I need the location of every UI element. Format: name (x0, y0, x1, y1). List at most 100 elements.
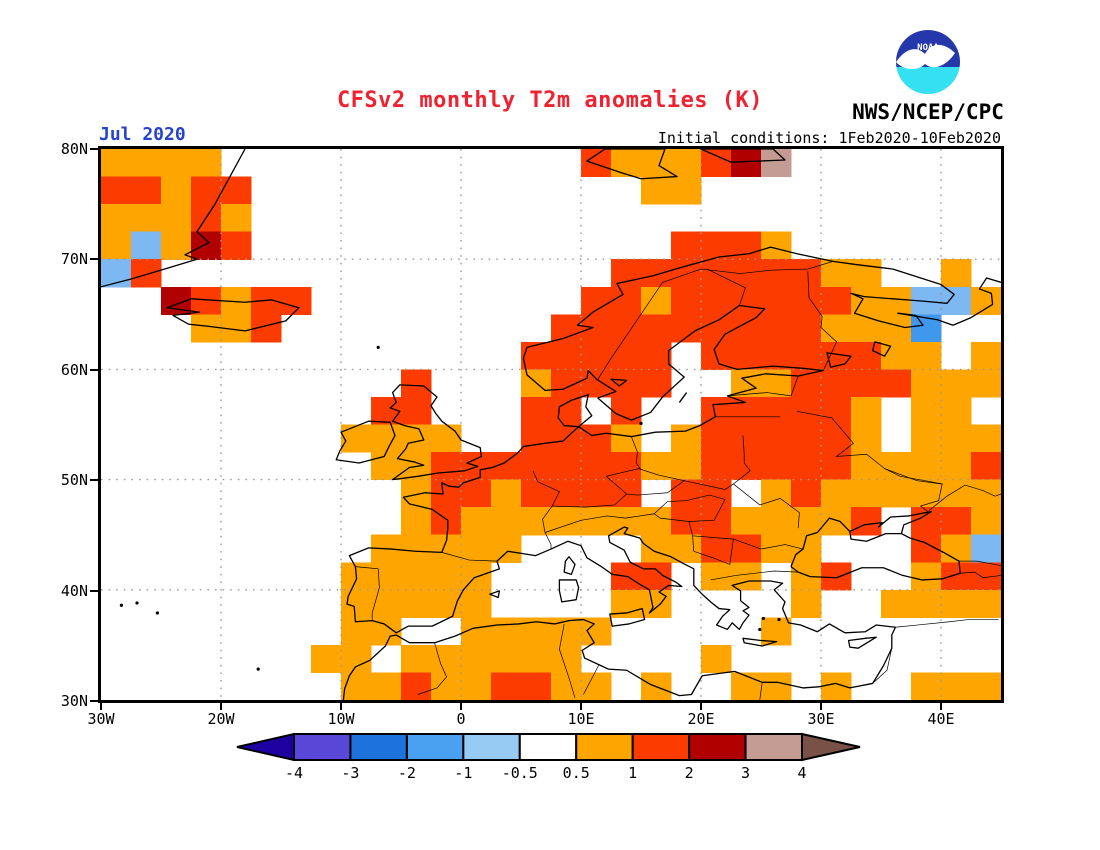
border-serbia (688, 521, 734, 565)
colorbar-segment (631, 733, 691, 761)
coastline-lake-vanern (610, 378, 628, 387)
grid-cell (971, 507, 1001, 536)
lon-tick-label: 10E (567, 710, 595, 728)
grid-cell (581, 314, 612, 343)
grid-cell (971, 369, 1001, 398)
grid-cell (641, 341, 672, 370)
grid-cell (551, 507, 582, 536)
grid-cell (461, 644, 492, 674)
chart-title: CFSv2 monthly T2m anomalies (K) (336, 88, 764, 113)
coastline-cyprus (847, 636, 877, 649)
grid-cell (731, 534, 762, 563)
grid-cell (971, 589, 1001, 618)
colorbar-tick-label: -2 (398, 764, 416, 782)
coastline-gotland (678, 392, 688, 403)
grid-cell (371, 589, 402, 618)
grid-cell (851, 314, 882, 343)
coastline-kola-white-sea (832, 260, 1001, 329)
lon-tick-label: 10W (327, 710, 355, 728)
grid-cell (761, 534, 792, 563)
colorbar: -4 -3 -2 -1 -0.5 0.5 1 2 3 4 (236, 732, 861, 782)
grid-cell (701, 507, 732, 536)
grid-cell (761, 452, 792, 481)
coastline-mainland (342, 246, 897, 700)
grid-cell (851, 396, 882, 426)
grid-cell (821, 396, 852, 426)
grid-cell (911, 672, 942, 700)
grid-cell (851, 341, 882, 370)
grid-cell (551, 617, 582, 646)
coastline-svalbard-main (586, 149, 678, 180)
grid-cell (581, 507, 612, 536)
grid-cell (401, 369, 432, 398)
grid-cell (761, 314, 792, 343)
colorbar-segment (293, 733, 352, 761)
grid-cell (761, 231, 792, 260)
noaa-logo-sea (896, 67, 960, 94)
lat-tick (90, 700, 98, 702)
grid-cell (881, 589, 912, 618)
grid-cell (161, 176, 192, 205)
border-austria-germany (552, 493, 627, 508)
grid-cell (401, 672, 432, 700)
grid-cell (851, 424, 882, 453)
border-tunisia-libya (583, 664, 600, 695)
grid-cell (551, 452, 582, 481)
grid-cell (731, 424, 762, 453)
grid-cell (641, 286, 672, 315)
grid-cell (491, 507, 522, 536)
grid-cell (581, 452, 612, 481)
forecast-month-label: Jul 2020 (99, 124, 186, 145)
border-poland-germany (631, 436, 642, 470)
grid-cell (851, 452, 882, 481)
border-russia-belarus-ukraine (796, 410, 943, 485)
grid-cell (581, 424, 612, 453)
grid-cell (521, 452, 552, 481)
colorbar-segment (349, 733, 408, 761)
grid-cell (671, 259, 702, 288)
grid-cell (911, 369, 942, 398)
grid-cell (371, 562, 402, 591)
grid-cell (521, 644, 552, 674)
lon-tick-label: 20E (687, 710, 715, 728)
grid-cell (671, 231, 702, 260)
grid-cell (641, 589, 672, 618)
grid-cell (611, 341, 642, 370)
coastline-black-sea-south-east (790, 533, 961, 581)
grid-cell (941, 479, 972, 508)
grid-cell (731, 341, 762, 370)
grid-cell (881, 314, 912, 343)
border-ukraine-russia-south (884, 468, 943, 512)
grid-cell (791, 286, 822, 315)
grid-cell (551, 644, 582, 674)
colorbar-right-arrow (801, 732, 861, 762)
grid-cell (701, 479, 732, 508)
grid-cell (191, 314, 222, 343)
grid-cell (371, 424, 402, 453)
colorbar-left-arrow (236, 732, 295, 762)
border-levant (872, 648, 893, 684)
grid-cell (761, 424, 792, 453)
lon-tick (580, 703, 582, 710)
grid-cell (851, 259, 882, 288)
grid-cell (641, 562, 672, 591)
border-germany-west (532, 470, 560, 507)
grid-cell (941, 672, 972, 700)
lat-tick (90, 148, 98, 150)
grid-cell (791, 341, 822, 370)
grid-cell (491, 534, 522, 563)
grid-cell (701, 452, 732, 481)
grid-cell (971, 341, 1001, 370)
grid-cell (401, 507, 432, 536)
colorbar-tick-label: 0.5 (563, 764, 590, 782)
grid-cell (461, 672, 492, 700)
grid-cell (941, 424, 972, 453)
lon-tick (460, 703, 462, 710)
colorbar-tick-label: -1 (454, 764, 472, 782)
grid-cell (521, 396, 552, 426)
lat-tick-label: 30N (60, 692, 88, 710)
grid-cell (581, 341, 612, 370)
grid-cell (731, 286, 762, 315)
agency-label: NWS/NCEP/CPC (852, 100, 1004, 124)
grid-cell (581, 672, 612, 700)
